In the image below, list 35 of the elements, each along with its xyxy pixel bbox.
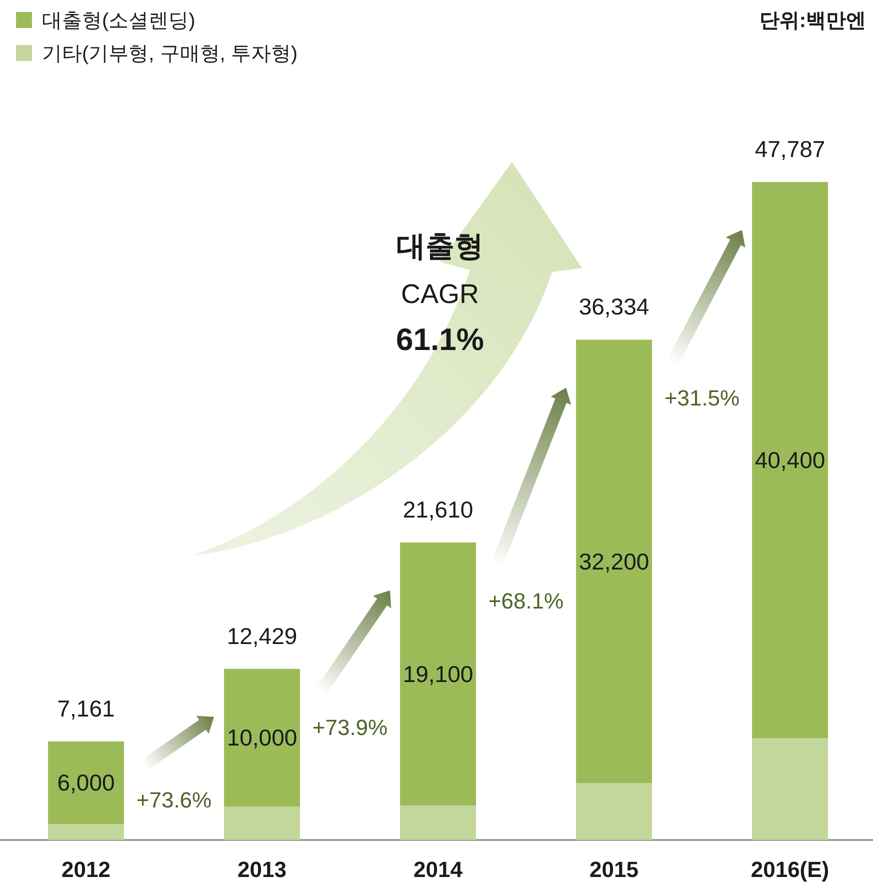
- total-label: 36,334: [578, 294, 650, 320]
- x-tick-label: 2012: [62, 857, 110, 882]
- bar: [576, 340, 652, 784]
- legend-label: 기타(기부형, 구매형, 투자형): [42, 43, 298, 65]
- bar: [224, 668, 300, 807]
- annotation: CAGR: [400, 279, 480, 309]
- data-label: 10,000: [226, 724, 298, 751]
- annotation: 대출형: [396, 231, 484, 263]
- data-label: 40,400: [754, 447, 826, 474]
- total-label: 7,161: [57, 695, 115, 722]
- annotation: +68.1%: [488, 588, 564, 614]
- annotation: +73.9%: [312, 714, 388, 740]
- bar: [400, 805, 476, 840]
- bar: [752, 182, 828, 738]
- bar: [400, 542, 476, 806]
- x-tick-label: 2013: [238, 857, 286, 882]
- x-tick-label: 2016(E): [750, 857, 830, 882]
- total-label: 12,429: [226, 622, 298, 649]
- annotation: +73.6%: [136, 787, 212, 812]
- bar: [752, 738, 828, 840]
- data-label: 6,000: [57, 770, 115, 796]
- data-label: 32,200: [578, 548, 650, 574]
- total-label: 21,610: [402, 496, 474, 522]
- annotation: 61.1%: [396, 322, 484, 357]
- bar: [48, 741, 124, 824]
- bar: [576, 783, 652, 840]
- x-tick-label: 2015: [590, 857, 638, 882]
- total-label: 47,787: [754, 136, 826, 162]
- bar: [48, 824, 124, 840]
- annotation: +31.5%: [664, 386, 740, 411]
- data-label: 19,100: [402, 660, 474, 687]
- legend-label: 대출형(소셜렌딩): [42, 10, 196, 32]
- x-tick-label: 2014: [414, 857, 464, 882]
- text: 단위:백만엔: [759, 10, 866, 32]
- bar: [224, 806, 300, 840]
